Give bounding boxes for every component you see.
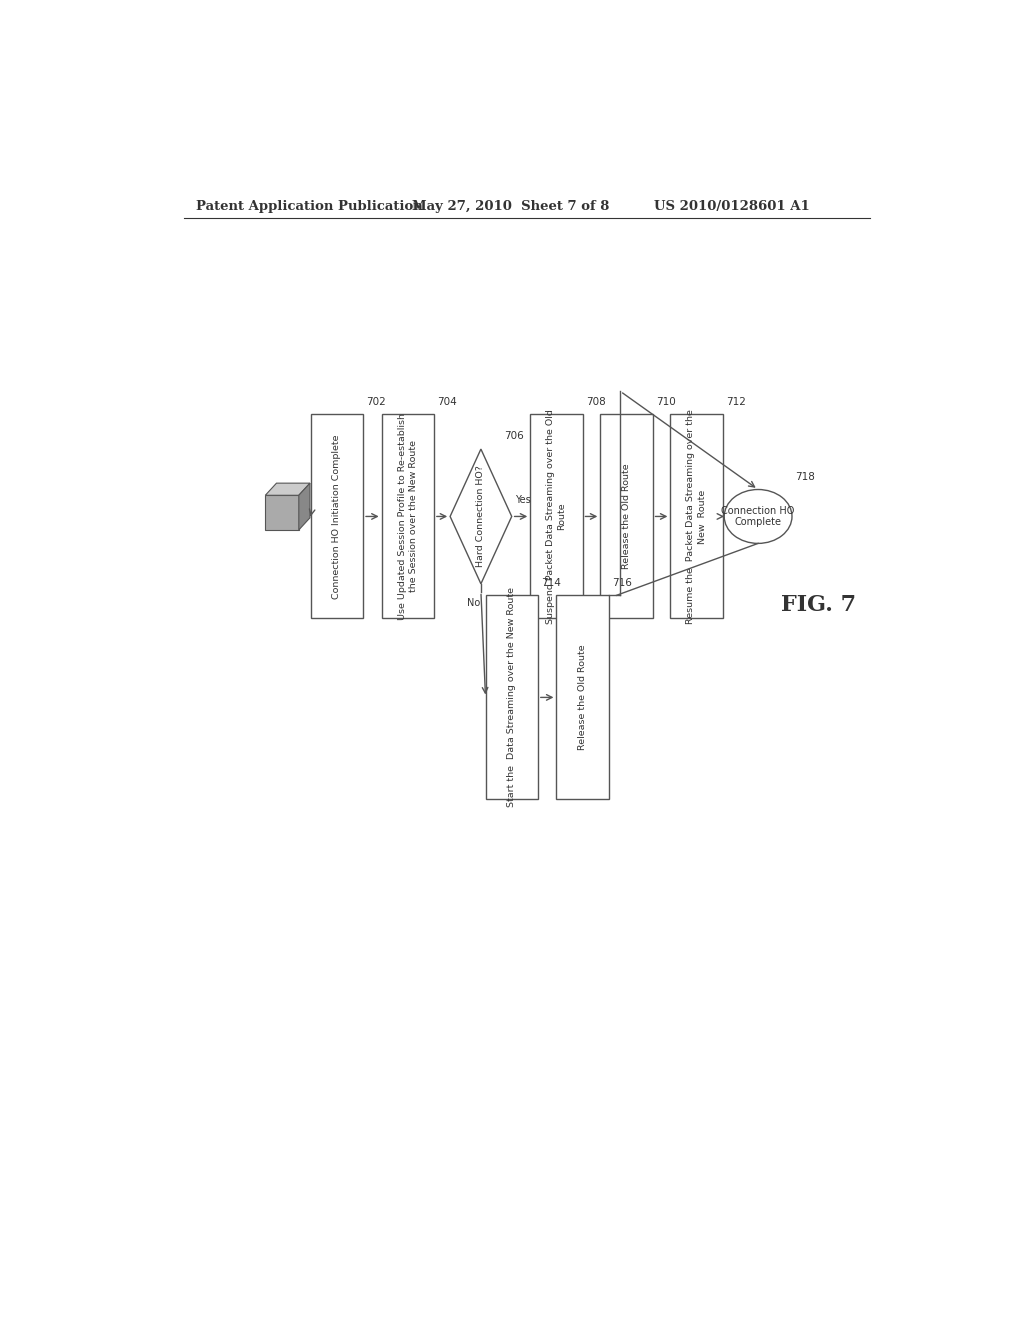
Text: Use Updated Session Profile to Re-establish
the Session over the New Route: Use Updated Session Profile to Re-establ… — [397, 413, 418, 620]
Text: 706: 706 — [504, 432, 523, 441]
Text: Release the Old Route: Release the Old Route — [622, 463, 631, 569]
Text: 716: 716 — [611, 578, 632, 587]
Text: 708: 708 — [586, 397, 605, 407]
Polygon shape — [671, 414, 723, 619]
Text: 710: 710 — [655, 397, 676, 407]
Text: Connection HO
Complete: Connection HO Complete — [722, 506, 795, 527]
Text: Resume the  Packet Data Streaming over the
New  Route: Resume the Packet Data Streaming over th… — [686, 409, 707, 624]
Text: 704: 704 — [437, 397, 457, 407]
Text: 702: 702 — [367, 397, 386, 407]
Polygon shape — [485, 595, 538, 800]
Text: Release the Old Route: Release the Old Route — [579, 644, 587, 750]
Polygon shape — [530, 414, 583, 619]
Text: 718: 718 — [795, 471, 815, 482]
Polygon shape — [265, 495, 299, 529]
Text: 712: 712 — [726, 397, 745, 407]
Text: FIG. 7: FIG. 7 — [781, 594, 856, 616]
Text: No: No — [467, 598, 480, 607]
Polygon shape — [451, 449, 512, 583]
Polygon shape — [265, 483, 310, 495]
Polygon shape — [382, 414, 434, 619]
Polygon shape — [556, 595, 608, 800]
Text: US 2010/0128601 A1: US 2010/0128601 A1 — [654, 199, 810, 213]
Text: Patent Application Publication: Patent Application Publication — [196, 199, 423, 213]
Polygon shape — [310, 414, 364, 619]
Ellipse shape — [724, 490, 792, 544]
Polygon shape — [600, 414, 652, 619]
Text: May 27, 2010  Sheet 7 of 8: May 27, 2010 Sheet 7 of 8 — [412, 199, 609, 213]
Text: Yes: Yes — [515, 495, 530, 506]
Text: Suspend Packet Data Streaming over the Old
Route: Suspend Packet Data Streaming over the O… — [547, 409, 566, 624]
Text: Start the  Data Streaming over the New Route: Start the Data Streaming over the New Ro… — [507, 587, 516, 808]
Polygon shape — [299, 483, 310, 529]
Text: 714: 714 — [541, 578, 561, 587]
Text: Hard Connection HO?: Hard Connection HO? — [476, 466, 485, 568]
Text: Connection HO Initiation Complete: Connection HO Initiation Complete — [333, 434, 341, 599]
